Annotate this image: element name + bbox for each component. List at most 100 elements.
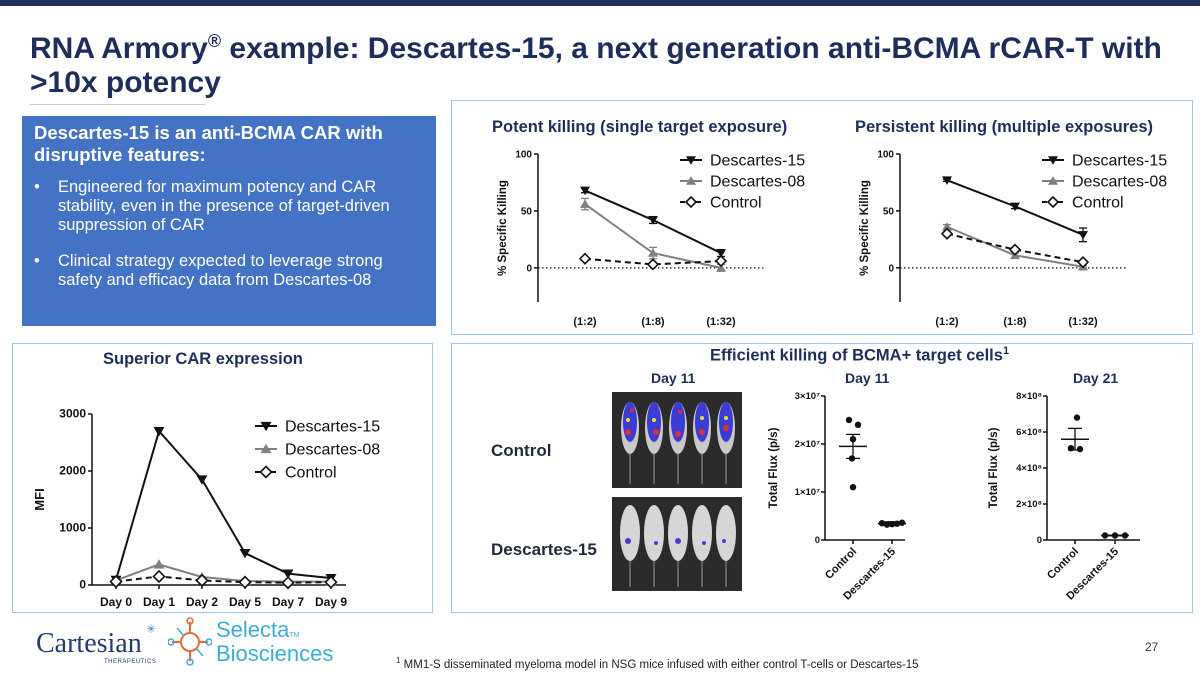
legend-label-control: Control: [710, 195, 762, 212]
y-tick-label-50: 50: [883, 206, 895, 217]
cartesian-star-icon: ✳: [146, 622, 157, 636]
legend-marker-descartes-08: [686, 176, 696, 185]
data-point-descartes-08-1-32: [716, 263, 726, 272]
y-tick-label-0: 0: [526, 263, 532, 274]
x-tick-label-1-2: (1:2): [573, 316, 597, 328]
data-point-descartes-15-1-32: [1078, 231, 1088, 240]
y-tick-label-100: 100: [515, 150, 532, 161]
y-tick-label-8-10: 8×10⁸: [1016, 391, 1042, 402]
selecta-text-2: Biosciences: [216, 641, 334, 666]
legend-label-descartes-08: Descartes-08: [710, 174, 805, 191]
legend-marker-control: [684, 195, 698, 209]
data-point-control: [845, 416, 853, 424]
data-point-control-1-32: [1076, 256, 1090, 269]
intro-bullet-2: Clinical strategy expected to leverage s…: [34, 252, 424, 290]
y-axis-label: Total Flux (p/s): [768, 427, 780, 508]
legend-label-descartes-15: Descartes-15: [1072, 153, 1167, 170]
y-axis-label: Total Flux (p/s): [988, 427, 1000, 508]
intro-bullets: Engineered for maximum potency and CAR s…: [34, 178, 424, 290]
bcma-title: Efficient killing of BCMA+ target cells1: [710, 345, 1010, 365]
selecta-molecule-icon: [168, 617, 212, 666]
y-tick-label-0: 0: [888, 263, 894, 274]
x-tick-label-1-32: (1:32): [1068, 316, 1098, 328]
y-tick-label-0: 0: [1037, 535, 1042, 546]
flux-day11-title: Day 11: [845, 370, 890, 386]
x-tick-label-day-7: Day 7: [272, 595, 304, 609]
bcma-panel: [451, 343, 1193, 613]
persistent-killing-chart: 0 50 100 (1:2) (1:8) (1:32) % Specific Killing…: [859, 150, 1167, 329]
y-tick-label-6-10: 6×10⁸: [1016, 427, 1042, 438]
series-line-descartes-15: [115, 429, 332, 581]
intro-heading: Descartes-15 is an anti-BCMA CAR with di…: [34, 122, 383, 165]
legend-label-control: Control: [1072, 195, 1124, 212]
series-line-control: [584, 257, 722, 266]
y-axis-label: % Specific Killing: [497, 180, 509, 276]
data-point-descartes-15-1-8: [1010, 202, 1020, 212]
mice-image-control: [612, 392, 742, 488]
data-point-descartes-15-1-2: [580, 186, 590, 196]
y-tick-label-2000: 2000: [59, 464, 86, 478]
data-point-control: [1073, 414, 1081, 421]
mice-descartes15-svg: [620, 505, 736, 587]
series-line-control: [946, 232, 1084, 264]
top-accent-bar: [0, 0, 1200, 6]
y-tick-label-1-10: 1×10⁷: [795, 487, 820, 498]
x-tick-label-1-8: (1:8): [641, 316, 665, 328]
footnote: 1 MM1-S disseminated myeloma model in NS…: [396, 656, 919, 671]
data-point-control-day-7: [281, 576, 295, 590]
data-point-control-1-32: [714, 254, 728, 268]
x-tick-label-1-8: (1:8): [1003, 316, 1027, 328]
y-tick-label-3000: 3000: [59, 407, 86, 421]
row-label-control: Control: [491, 441, 552, 460]
intro-bullet-1: Engineered for maximum potency and CAR s…: [34, 178, 424, 235]
x-tick-label-day-2: Day 2: [186, 595, 218, 609]
legend-marker-descartes-08: [1048, 176, 1058, 185]
y-tick-label-100: 100: [877, 150, 894, 161]
y-tick-label-2-10: 2×10⁷: [795, 439, 820, 450]
legend-marker-descartes-15: [686, 156, 696, 165]
selecta-logo: SelectaTM Biosciences: [168, 614, 338, 670]
legend-marker-descartes-15: [260, 421, 272, 432]
y-tick-label-0: 0: [815, 535, 820, 546]
data-point-control: [1076, 445, 1084, 453]
x-tick-label-control: Control: [823, 546, 859, 582]
legend-marker-control: [259, 465, 273, 479]
x-tick-label-day-9: Day 9: [315, 595, 347, 609]
potent-killing-title: Potent killing (single target exposure): [492, 118, 788, 136]
cartesian-logo-text: Cartesian: [36, 628, 142, 659]
title-divider: [30, 104, 205, 105]
data-point-control-1-8: [646, 258, 660, 271]
cartesian-logo: Cartesian THERAPEUTICS ✳: [36, 622, 171, 670]
data-point-control: [849, 484, 857, 491]
x-tick-label-1-32: (1:32): [706, 316, 736, 328]
data-point-control-day-2: [195, 573, 209, 588]
data-point-control-1-2: [578, 252, 592, 265]
data-point-control-day-5: [238, 575, 252, 589]
legend-label-descartes-08: Descartes-08: [1072, 174, 1167, 191]
y-tick-label-1000: 1000: [59, 521, 86, 535]
data-point-control: [854, 421, 862, 428]
legend-label-control: Control: [285, 465, 337, 482]
page-number: 27: [1145, 640, 1159, 654]
y-tick-label-3-10: 3×10⁷: [795, 391, 820, 402]
y-tick-label-4-10: 4×10⁸: [1016, 463, 1042, 474]
potent-killing-chart: 0 50 100 (1:2) (1:8) (1:32) % Specific Killing…: [497, 150, 805, 329]
flux-day21-title: Day 21: [1073, 370, 1119, 386]
y-axis-label: % Specific Killing: [859, 180, 871, 276]
row-label-descartes15: Descartes-15: [491, 540, 597, 559]
data-point-descartes-15-day-7: [282, 569, 294, 579]
data-point-control-day-1: [152, 569, 166, 584]
legend-marker-descartes-08: [260, 443, 272, 454]
car-expression-chart: 0 1000 2000 3000 Day 0 Day 1 Day 2 Day 5 Day 7 Da…: [32, 407, 380, 610]
data-point-descartes-08-1-2: [580, 199, 590, 208]
data-point-descartes-15-day-1: [153, 426, 165, 437]
data-point-descartes-08-1-8: [648, 248, 658, 257]
persistent-killing-title: Persistent killing (multiple exposures): [855, 118, 1153, 136]
car-expression-title: Superior CAR expression: [103, 350, 303, 368]
legend-marker-control: [1046, 195, 1060, 209]
x-tick-label-day-0: Day 0: [100, 595, 132, 609]
y-tick-label-2-10: 2×10⁸: [1016, 499, 1042, 510]
data-point-descartes-15: [898, 519, 906, 526]
x-tick-label-day-5: Day 5: [229, 595, 261, 609]
